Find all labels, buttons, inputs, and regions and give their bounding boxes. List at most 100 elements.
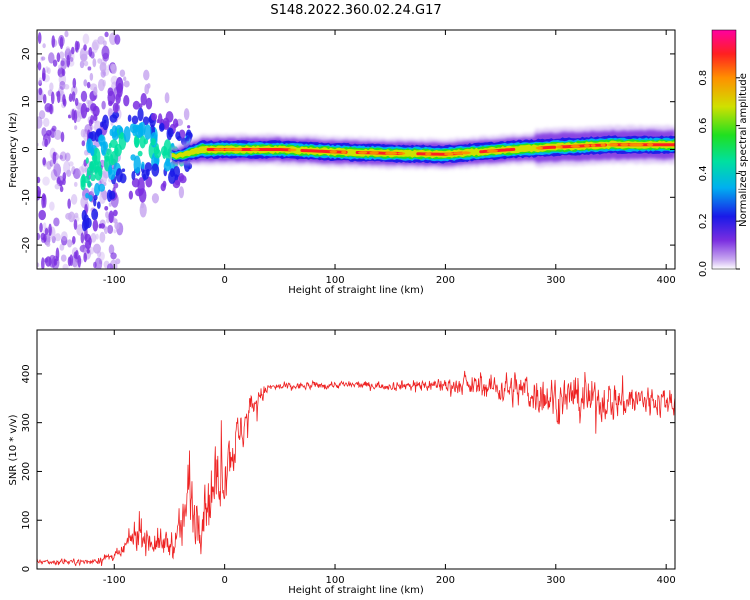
spectrogram-signal-blob <box>100 121 104 128</box>
spectrogram-signal-blob <box>100 141 107 156</box>
spectrogram-noise-blob <box>76 41 80 50</box>
snr-series-line <box>37 370 675 567</box>
spectrogram-signal-blob <box>183 108 190 121</box>
spectrogram-noise-blob <box>42 157 46 166</box>
spectrogram-peak-highlight <box>358 151 368 155</box>
spectrogram-x-tick-label: -100 <box>103 275 126 286</box>
spectrogram-y-tick-label: 10 <box>21 95 32 108</box>
spectrogram-noise-blob <box>58 73 67 86</box>
spectrogram-signal-blob <box>90 103 97 112</box>
spectrogram-noise-blob <box>54 183 60 190</box>
spectrogram-noise-blob <box>91 187 95 195</box>
spectrogram-noise-blob <box>88 119 93 127</box>
spectrogram-signal-blob <box>154 148 162 159</box>
spectrogram-signal-blob <box>101 114 109 131</box>
snr-x-tick-label: 200 <box>436 575 455 586</box>
spectrogram-x-tick-label: 200 <box>436 275 455 286</box>
spectrogram-noise-blob <box>60 231 68 242</box>
spectrogram-signal-blob <box>84 239 92 250</box>
spectrogram-noise-blob <box>83 60 89 67</box>
spectrogram-x-tick-label: 100 <box>325 275 344 286</box>
spectrogram-signal-blob <box>78 279 85 286</box>
spectrogram-noise-blob <box>99 231 106 243</box>
spectrogram-signal-blob <box>131 115 139 125</box>
snr-y-tick-label: 300 <box>21 413 32 432</box>
spectrogram-peak-highlight <box>620 143 629 147</box>
spectrogram-noise-blob <box>55 247 60 262</box>
spectrogram-noise-blob <box>59 36 64 50</box>
spectrogram-signal-blob <box>186 135 190 142</box>
spectrogram-noise-blob <box>49 82 54 91</box>
spectrogram-signal-blob <box>137 107 144 122</box>
spectrogram-noise-blob <box>38 110 46 120</box>
spectrogram-noise-blob <box>101 100 106 110</box>
spectrogram-signal-blob <box>99 223 105 229</box>
spectrogram-noise-blob <box>65 212 72 220</box>
spectrogram-noise-blob <box>42 43 46 49</box>
spectrogram-signal-blob <box>173 165 181 178</box>
spectrogram-signal-blob <box>123 76 127 82</box>
snr-x-tick-label: 400 <box>657 575 676 586</box>
spectrogram-peak-highlight <box>443 152 454 156</box>
spectrogram-noise-blob <box>37 116 43 129</box>
spectrogram-noise-blob <box>37 232 41 241</box>
spectrogram-noise-blob <box>53 129 62 140</box>
spectrogram-signal-blob <box>167 148 171 158</box>
spectrogram-signal-blob <box>86 248 90 254</box>
spectrogram-signal-blob <box>139 135 146 149</box>
spectrogram-noise-blob <box>38 87 43 96</box>
spectrogram-noise-blob <box>102 79 107 87</box>
spectrogram-signal-blob <box>85 157 89 164</box>
spectrogram-noise-blob <box>67 239 73 248</box>
spectrogram-signal-blob <box>107 90 116 105</box>
spectrogram-noise-blob <box>108 244 115 255</box>
spectrogram-noise-blob <box>69 56 74 62</box>
spectrogram-signal-blob <box>175 122 179 127</box>
spectrogram-signal-blob <box>128 190 133 200</box>
spectrogram-noise-blob <box>43 233 47 243</box>
spectrogram-signal-blob <box>143 69 150 81</box>
spectrogram-noise-blob <box>77 255 82 268</box>
spectrogram-signal-blob <box>119 69 126 77</box>
spectrogram-signal-blob <box>93 86 98 96</box>
spectrogram-peak-highlight <box>453 151 463 155</box>
spectrogram-noise-blob <box>107 263 114 269</box>
spectrogram-signal-blob <box>179 175 187 184</box>
spectrogram-signal-blob <box>121 168 126 173</box>
spectrogram-noise-blob <box>52 59 58 67</box>
spectrogram-signal-blob <box>92 219 99 232</box>
spectrogram-noise-blob <box>42 176 50 186</box>
spectrogram-signal-blob <box>114 222 120 230</box>
spectrogram-signal-blob <box>138 188 147 203</box>
spectrogram-signal-blob <box>137 150 143 157</box>
spectrogram-noise-blob <box>50 91 55 105</box>
spectrogram-peak-highlight <box>646 143 654 147</box>
colorbar-tick-label: 0.2 <box>698 213 709 229</box>
spectrogram-noise-blob <box>44 227 49 235</box>
spectrogram-noise-blob <box>69 254 73 267</box>
spectrogram-signal-blob <box>92 159 99 174</box>
spectrogram-peak-core <box>559 143 607 149</box>
spectrogram-noise-blob <box>73 219 78 230</box>
spectrogram-noise-blob <box>37 190 41 201</box>
spectrogram-peak-highlight <box>600 143 606 147</box>
spectrogram-noise-blob <box>83 44 87 51</box>
spectrogram-noise-blob <box>46 106 51 112</box>
spectrogram-noise-blob <box>105 211 109 219</box>
spectrogram-signal-blob <box>157 113 163 125</box>
spectrogram-signal-blob <box>167 130 171 136</box>
snr-y-tick-label: 100 <box>21 511 32 530</box>
spectrogram-noise-blob <box>83 79 88 87</box>
spectrogram-noise-blob <box>67 198 71 209</box>
spectrogram-peak-highlight <box>570 144 581 148</box>
spectrogram-noise-blob <box>72 168 81 180</box>
spectrogram-signal-blob <box>142 173 147 182</box>
spectrogram-noise-blob <box>71 109 75 121</box>
spectrogram-signal-blob <box>97 166 103 177</box>
spectrogram-noise-blob <box>99 251 105 261</box>
spectrogram-noise-blob <box>74 212 79 219</box>
spectrogram-noise-blob <box>59 151 67 162</box>
spectrogram-noise-blob <box>40 56 44 62</box>
